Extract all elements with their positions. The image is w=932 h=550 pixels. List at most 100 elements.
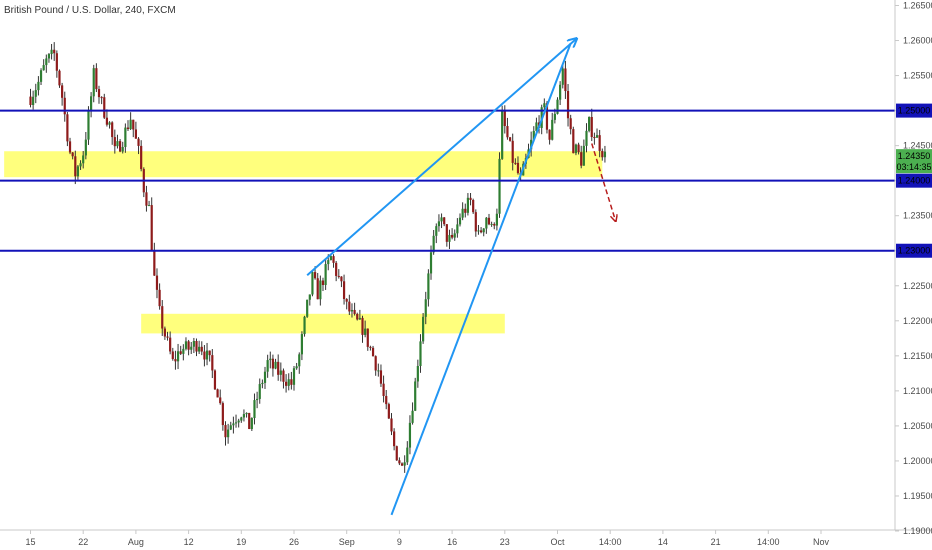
support-resistance-zone: [141, 313, 505, 334]
candle-body: [535, 122, 538, 131]
candle-body: [408, 422, 412, 448]
candle-body: [472, 200, 475, 213]
candle-body: [200, 346, 203, 352]
candle-body: [116, 141, 119, 147]
candle-body: [258, 384, 261, 399]
candle-body: [572, 129, 575, 154]
price-tick-label: 1.23500: [903, 211, 932, 221]
candle-body: [501, 111, 504, 159]
candle-body: [461, 208, 464, 218]
price-tick-label: 1.26000: [903, 36, 932, 46]
candle-body: [458, 217, 462, 225]
candle-body: [111, 122, 114, 138]
candle-body: [79, 163, 82, 167]
candle-body: [385, 395, 388, 405]
candle-body: [90, 96, 93, 112]
candle-body: [361, 317, 364, 335]
candle-body: [213, 370, 217, 390]
candle-body: [324, 264, 327, 286]
candle-body: [87, 111, 90, 140]
candle-body: [419, 341, 422, 367]
time-axis[interactable]: 15 22 Aug 12 19 26 Sep 9 16 23 Oct 14:00 14 21 14:00 No…: [25, 530, 829, 547]
candle-body: [353, 309, 356, 314]
candle-body: [453, 233, 456, 238]
trend-line[interactable]: [390, 42, 572, 516]
candle-body: [211, 355, 214, 371]
candle-body: [84, 139, 87, 156]
candle-body: [590, 116, 593, 138]
candle-body: [429, 252, 433, 274]
candle-body: [63, 97, 66, 115]
candle-body: [292, 368, 296, 385]
candle-body: [113, 137, 116, 147]
candle-body: [47, 54, 51, 59]
time-tick-label: Sep: [339, 537, 355, 547]
candle-body: [340, 276, 343, 282]
candle-body: [37, 81, 40, 91]
candle-body: [551, 119, 554, 140]
candle-body: [174, 359, 177, 362]
candle-body: [469, 197, 472, 201]
candle-body: [298, 354, 301, 367]
price-tick-label: 1.21500: [903, 351, 932, 361]
candle-body: [566, 91, 570, 119]
candle-body: [158, 289, 161, 307]
candle-body: [261, 382, 264, 385]
candle-body: [313, 272, 317, 279]
time-tick-label: 21: [711, 537, 721, 547]
candle-body: [45, 58, 48, 66]
candle-body: [556, 99, 559, 114]
candle-body: [203, 351, 206, 360]
candle-body: [382, 383, 385, 396]
candle-body: [374, 356, 377, 371]
candle-body: [300, 334, 304, 355]
candle-body: [76, 166, 80, 177]
candle-body: [205, 350, 209, 360]
trend-line[interactable]: [306, 39, 576, 277]
candle-body: [129, 119, 132, 130]
candle-body: [321, 280, 325, 286]
candle-body: [474, 212, 477, 232]
candle-body: [232, 423, 235, 426]
level-price-badge-label: 1.24000: [898, 176, 931, 186]
candle-body: [245, 412, 248, 415]
candle-body: [95, 68, 98, 90]
candle-body: [171, 351, 174, 360]
candle-body: [256, 398, 259, 401]
candle-body: [358, 317, 361, 320]
candle-body: [443, 217, 446, 225]
candle-body: [269, 358, 272, 361]
candle-body: [166, 336, 169, 338]
candle-body: [100, 97, 103, 99]
price-tick-label: 1.25500: [903, 71, 932, 81]
time-tick-label: 23: [500, 537, 510, 547]
candle-body: [424, 299, 427, 317]
candle-body: [250, 418, 253, 430]
candle-body: [342, 281, 346, 300]
candle-body: [126, 127, 130, 130]
candle-body: [511, 140, 514, 163]
candle-body: [369, 346, 372, 348]
time-tick-label: Nov: [813, 537, 830, 547]
current-price-badge: [896, 149, 932, 174]
candle-body: [308, 294, 311, 300]
projection-arrow[interactable]: [591, 143, 616, 221]
candle-body: [161, 306, 164, 329]
candle-body: [147, 205, 151, 207]
price-tick-label: 1.21000: [903, 386, 932, 396]
candle-body: [356, 313, 359, 320]
candle-body: [132, 119, 135, 130]
candle-body: [277, 361, 280, 375]
candle-body: [234, 422, 238, 424]
candle-body: [448, 234, 451, 242]
level-price-badge: [896, 173, 932, 188]
trend-lines: [306, 39, 616, 516]
candle-body: [134, 129, 137, 139]
candle-body: [295, 366, 298, 369]
candle-body: [248, 412, 251, 430]
level-price-badge-label: 1.25000: [898, 106, 931, 116]
candle-body: [335, 262, 338, 276]
candle-body: [253, 400, 256, 419]
candle-body: [290, 379, 293, 385]
